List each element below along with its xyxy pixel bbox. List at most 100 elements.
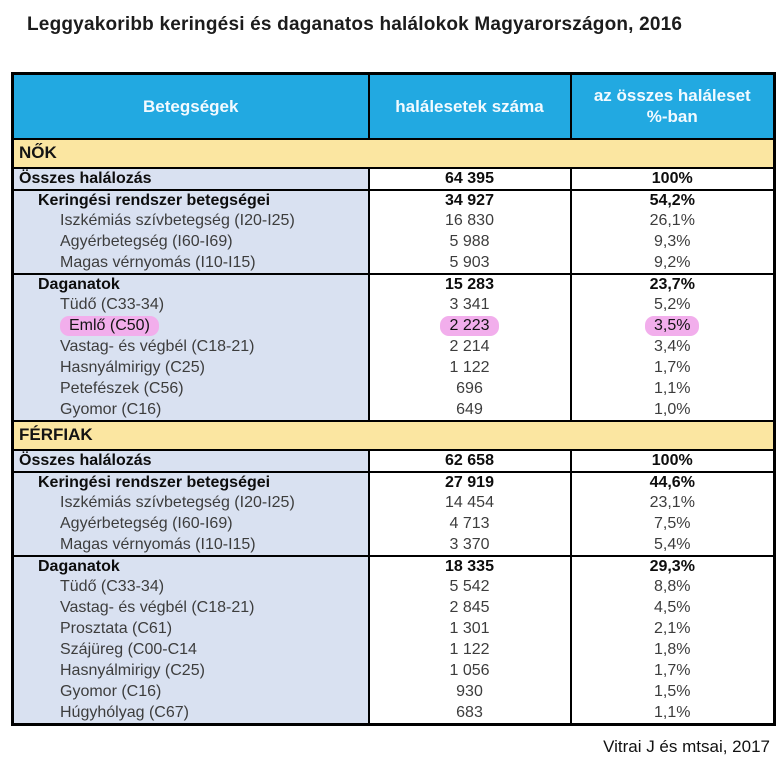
table-row: Daganatok 18 335 29,3% (11, 554, 776, 577)
count-cell: 15 283 (367, 272, 572, 295)
pct-cell: 54,2% (569, 188, 776, 211)
count-cell: 62 658 (367, 449, 572, 473)
pct-cell: 3,5% (569, 315, 776, 337)
table-row: Agyérbetegség (I60-I69) 4 713 7,5% (11, 513, 776, 535)
count-cell: 1 056 (367, 660, 572, 682)
table-row: Iszkémiás szívbetegség (I20-I25) 14 454 23… (11, 492, 776, 514)
label-cell: Iszkémiás szívbetegség (I20-I25) (11, 492, 370, 514)
count-cell: 18 335 (367, 554, 572, 577)
table-row: Tüdő (C33-34) 5 542 8,8% (11, 576, 776, 598)
pct-cell: 9,2% (569, 252, 776, 274)
pct-cell: 4,5% (569, 597, 776, 619)
label-cell: Iszkémiás szívbetegség (I20-I25) (11, 210, 370, 232)
mortality-table: Betegségek halálesetek száma az összes h… (11, 72, 776, 726)
pct-cell: 100% (569, 167, 776, 191)
table-row: Petefészek (C56) 696 1,1% (11, 378, 776, 400)
table-row: Emlő (C50) 2 223 3,5% (11, 315, 776, 337)
label-cell: Emlő (C50) (11, 315, 370, 337)
table-row: Szájüreg (C00-C14 1 122 1,8% (11, 639, 776, 661)
label-cell: Gyomor (C16) (11, 681, 370, 703)
label-cell: Vastag- és végbél (C18-21) (11, 597, 370, 619)
pct-cell: 1,7% (569, 660, 776, 682)
label-cell: Összes halálozás (11, 449, 370, 473)
table-row: Magas vérnyomás (I10-I15) 3 370 5,4% (11, 534, 776, 556)
table-body: NŐK Összes halálozás 64 395 100% Keringési r… (11, 137, 776, 724)
count-cell: 34 927 (367, 188, 572, 211)
column-header-deaths: halálesetek száma (367, 73, 572, 140)
label-cell: Keringési rendszer betegségei (11, 188, 370, 211)
section-band-label: FÉRFIAK (12, 419, 775, 451)
pct-cell: 8,8% (569, 576, 776, 598)
page-title: Leggyakoribb keringési és daganatos halá… (27, 14, 683, 35)
count-cell: 696 (367, 378, 572, 400)
count-cell: 1 122 (367, 357, 572, 379)
count-cell: 5 542 (367, 576, 572, 598)
label-cell: Prosztata (C61) (11, 618, 370, 640)
count-cell: 5 988 (367, 231, 572, 253)
label-cell: Hasnyálmirigy (C25) (11, 660, 370, 682)
count-cell: 16 830 (367, 210, 572, 232)
pct-cell: 100% (569, 449, 776, 473)
pct-cell: 1,1% (569, 378, 776, 400)
count-cell: 930 (367, 681, 572, 703)
label-cell: Szájüreg (C00-C14 (11, 639, 370, 661)
table-row: Vastag- és végbél (C18-21) 2 845 4,5% (11, 597, 776, 619)
count-cell: 27 919 (367, 470, 572, 493)
highlight-marker: Emlő (C50) (60, 316, 159, 336)
column-header-percent: az összes haláleset %-ban (569, 73, 776, 140)
pct-cell: 5,2% (569, 294, 776, 316)
label-cell: Tüdő (C33-34) (11, 576, 370, 598)
pct-cell: 3,4% (569, 336, 776, 358)
count-cell: 3 341 (367, 294, 572, 316)
count-cell: 64 395 (367, 167, 572, 191)
table-row: Hasnyálmirigy (C25) 1 122 1,7% (11, 357, 776, 379)
count-cell: 3 370 (367, 534, 572, 556)
table-row: Tüdő (C33-34) 3 341 5,2% (11, 294, 776, 316)
table-row: Iszkémiás szívbetegség (I20-I25) 16 830 26… (11, 210, 776, 232)
pct-cell: 44,6% (569, 470, 776, 493)
count-cell: 1 301 (367, 618, 572, 640)
pct-cell: 23,1% (569, 492, 776, 514)
count-cell: 2 223 (367, 315, 572, 337)
table-row: Agyérbetegség (I60-I69) 5 988 9,3% (11, 231, 776, 253)
pct-cell: 5,4% (569, 534, 776, 556)
table-row: Prosztata (C61) 1 301 2,1% (11, 618, 776, 640)
table-row: Húgyhólyag (C67) 683 1,1% (11, 702, 776, 724)
table-row: Hasnyálmirigy (C25) 1 056 1,7% (11, 660, 776, 682)
pct-cell: 1,5% (569, 681, 776, 703)
table-row: Vastag- és végbél (C18-21) 2 214 3,4% (11, 336, 776, 358)
pct-cell: 1,1% (569, 702, 776, 724)
table-row: Keringési rendszer betegségei 27 919 44,6% (11, 470, 776, 493)
label-cell: Húgyhólyag (C67) (11, 702, 370, 724)
label-cell: Petefészek (C56) (11, 378, 370, 400)
pct-cell: 1,7% (569, 357, 776, 379)
count-cell: 5 903 (367, 252, 572, 274)
table-row: Gyomor (C16) 930 1,5% (11, 681, 776, 703)
count-cell: 649 (367, 399, 572, 421)
pct-cell: 29,3% (569, 554, 776, 577)
highlight-marker: 3,5% (645, 316, 700, 336)
label-cell: Magas vérnyomás (I10-I15) (11, 252, 370, 274)
label-cell: Összes halálozás (11, 167, 370, 191)
count-cell: 1 122 (367, 639, 572, 661)
pct-cell: 2,1% (569, 618, 776, 640)
pct-cell: 9,3% (569, 231, 776, 253)
table-row: Összes halálozás 62 658 100% (11, 449, 776, 473)
pct-cell: 1,0% (569, 399, 776, 421)
pct-cell: 26,1% (569, 210, 776, 232)
label-cell: Gyomor (C16) (11, 399, 370, 421)
highlight-marker: 2 223 (440, 316, 499, 336)
table-row: Keringési rendszer betegségei 34 927 54,2% (11, 188, 776, 211)
table-header: Betegségek halálesetek száma az összes h… (11, 73, 776, 140)
label-cell: Magas vérnyomás (I10-I15) (11, 534, 370, 556)
pct-cell: 1,8% (569, 639, 776, 661)
header-row: Betegségek halálesetek száma az összes h… (11, 73, 776, 140)
table-row: Gyomor (C16) 649 1,0% (11, 399, 776, 421)
section-band-row: FÉRFIAK (12, 419, 775, 451)
label-cell: Daganatok (11, 272, 370, 295)
label-cell: Agyérbetegség (I60-I69) (11, 231, 370, 253)
label-cell: Hasnyálmirigy (C25) (11, 357, 370, 379)
count-cell: 683 (367, 702, 572, 724)
table-row: Magas vérnyomás (I10-I15) 5 903 9,2% (11, 252, 776, 274)
count-cell: 14 454 (367, 492, 572, 514)
